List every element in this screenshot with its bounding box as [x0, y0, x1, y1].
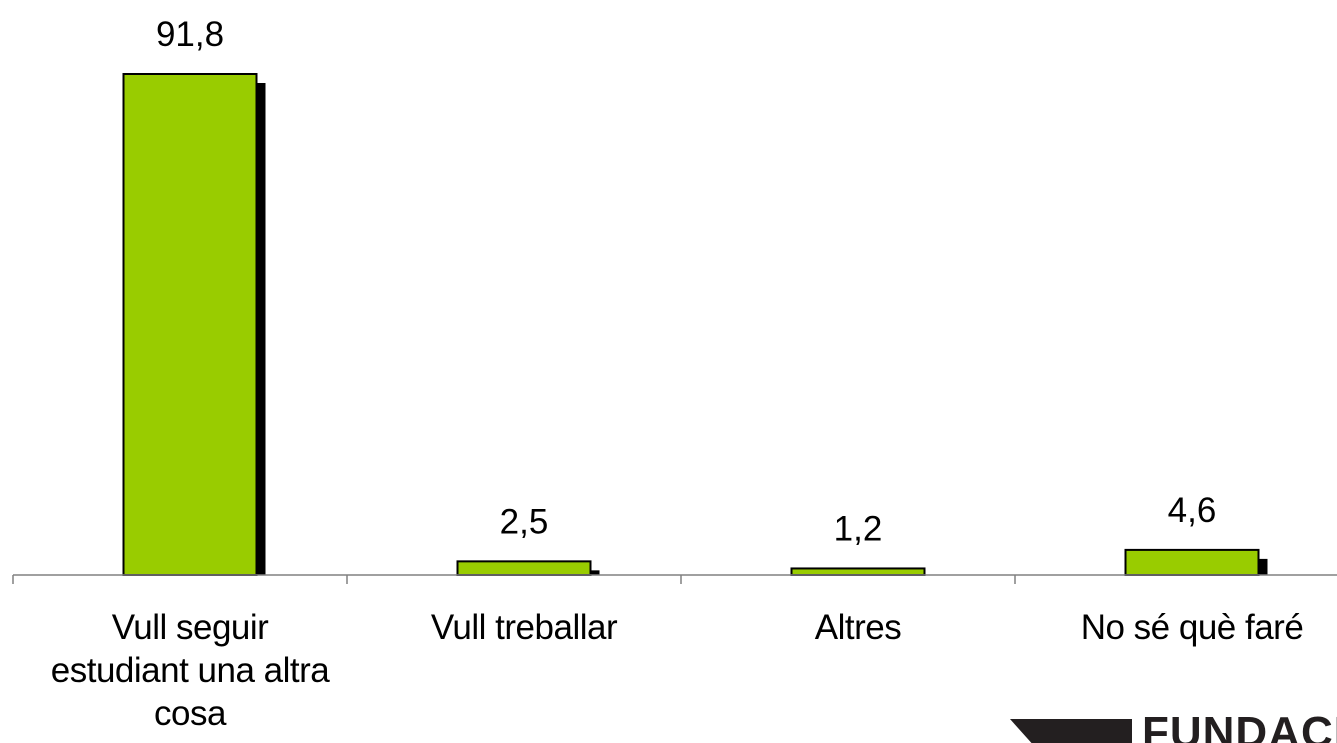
bars-group: [122, 73, 1268, 577]
x-axis: [12, 574, 1337, 584]
value-label: 4,6: [1168, 491, 1217, 530]
logo-text: FUNDACI: [1142, 708, 1337, 743]
bar: [790, 567, 926, 577]
category-label-line: estudiant una altra: [50, 651, 330, 690]
category-label-line: No sé què faré: [1080, 608, 1304, 647]
category-label-line: cosa: [154, 694, 226, 733]
logo-mark-icon: [1010, 719, 1132, 743]
bar: [456, 560, 592, 576]
category-label: Vull treballar: [364, 606, 684, 649]
category-label: No sé què faré: [1032, 606, 1337, 649]
value-label: 91,8: [156, 15, 224, 54]
value-label: 2,5: [500, 502, 549, 541]
category-label: Altres: [698, 606, 1018, 649]
category-label-line: Vull seguir: [111, 608, 269, 647]
value-labels-group: 91,8 2,5 1,2 4,6: [156, 15, 1216, 548]
fundacio-logo: FUNDACI: [1010, 700, 1337, 743]
category-label-line: Vull treballar: [430, 608, 618, 647]
bar: [1124, 548, 1260, 577]
category-label-line: Altres: [814, 608, 902, 647]
category-label: Vull seguir estudiant una altra cosa: [30, 606, 350, 735]
bar: [122, 73, 258, 576]
value-label: 1,2: [834, 509, 883, 548]
